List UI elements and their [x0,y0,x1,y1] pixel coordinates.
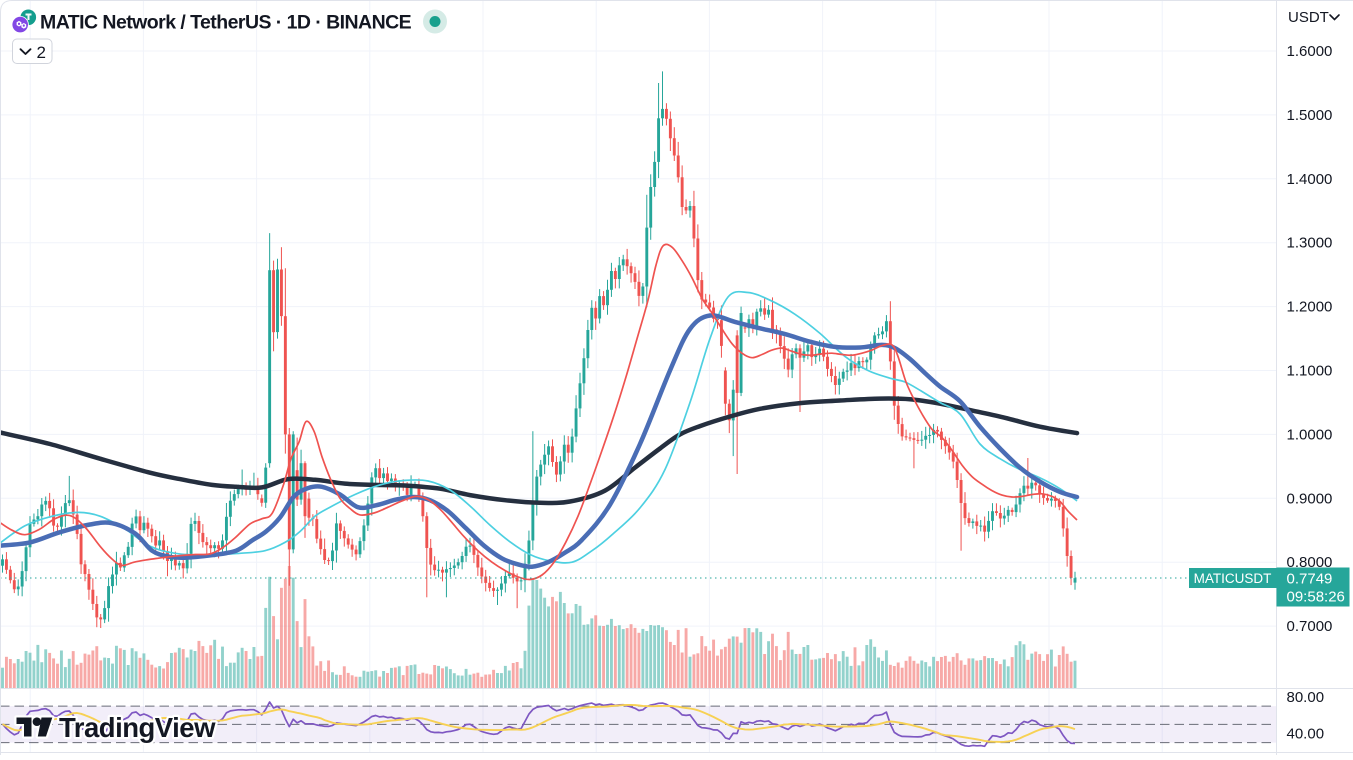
svg-text:1.6000: 1.6000 [1287,43,1333,60]
svg-text:40.00: 40.00 [1287,726,1325,743]
svg-text:MATICUSDT: MATICUSDT [1194,571,1272,586]
svg-text:1.3000: 1.3000 [1287,235,1333,252]
svg-text:1.0000: 1.0000 [1287,426,1333,443]
svg-text:2: 2 [37,43,46,62]
svg-text:0.9000: 0.9000 [1287,490,1333,507]
svg-text:1.4000: 1.4000 [1287,171,1333,188]
svg-text:0.8000: 0.8000 [1287,554,1333,571]
svg-text:80.00: 80.00 [1287,689,1325,706]
svg-text:1.1000: 1.1000 [1287,363,1333,380]
svg-text:MATIC Network / TetherUS · 1D: MATIC Network / TetherUS · 1D · BINANCE [40,12,412,34]
svg-text:0.7000: 0.7000 [1287,618,1333,635]
svg-text:USDT: USDT [1288,9,1329,26]
svg-text:1.2000: 1.2000 [1287,299,1333,316]
svg-text:TradingView: TradingView [59,712,216,743]
svg-text:09:58:26: 09:58:26 [1287,589,1345,606]
svg-text:TradingView: TradingView [59,712,216,743]
svg-text:0.7749: 0.7749 [1287,571,1333,588]
svg-text:1.5000: 1.5000 [1287,107,1333,124]
